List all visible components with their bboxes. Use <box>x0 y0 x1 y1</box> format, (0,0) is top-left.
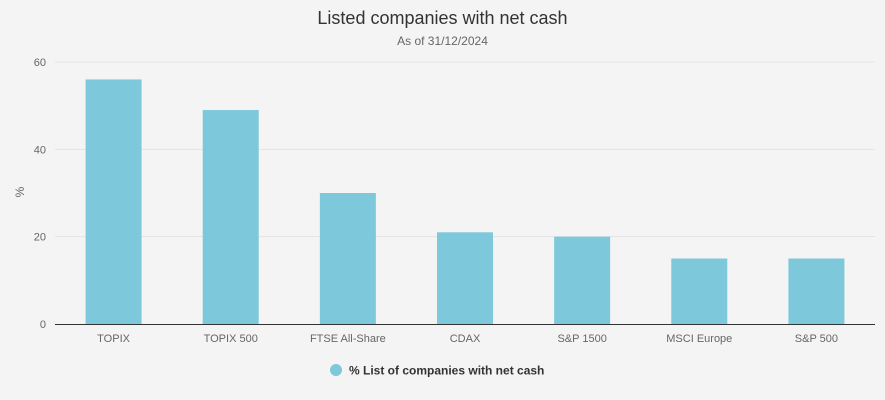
bar[interactable] <box>671 258 728 325</box>
x-tick-label: S&P 500 <box>795 333 838 345</box>
y-axis-ticks: 0 20 40 60 <box>34 57 46 331</box>
chart-subtitle: As of 31/12/2024 <box>397 34 488 48</box>
y-tick-label: 40 <box>34 144 46 156</box>
x-axis-ticks: TOPIX TOPIX 500 FTSE All-Share CDAX S&P 1500… <box>97 333 838 345</box>
bar[interactable] <box>85 79 142 324</box>
x-tick-label: FTSE All-Share <box>310 333 386 345</box>
bar[interactable] <box>202 110 259 325</box>
x-tick-label: CDAX <box>450 333 481 345</box>
y-tick-label: 0 <box>40 319 46 331</box>
bar[interactable] <box>788 258 845 325</box>
legend-marker <box>330 364 342 376</box>
bar[interactable] <box>554 236 611 324</box>
bar[interactable] <box>319 193 376 324</box>
x-tick-label: S&P 1500 <box>557 333 606 345</box>
x-tick-label: TOPIX 500 <box>204 333 258 345</box>
legend[interactable]: % List of companies with net cash <box>330 364 544 378</box>
y-axis-title: % <box>13 186 27 197</box>
y-tick-label: 20 <box>34 232 46 244</box>
gridlines <box>55 61 875 238</box>
y-tick-label: 60 <box>34 57 46 69</box>
chart-title: Listed companies with net cash <box>317 8 567 28</box>
x-tick-label: MSCI Europe <box>666 333 732 345</box>
legend-label: % List of companies with net cash <box>349 364 544 378</box>
bars <box>85 79 845 325</box>
x-tick-label: TOPIX <box>97 333 130 345</box>
bar[interactable] <box>437 232 493 324</box>
